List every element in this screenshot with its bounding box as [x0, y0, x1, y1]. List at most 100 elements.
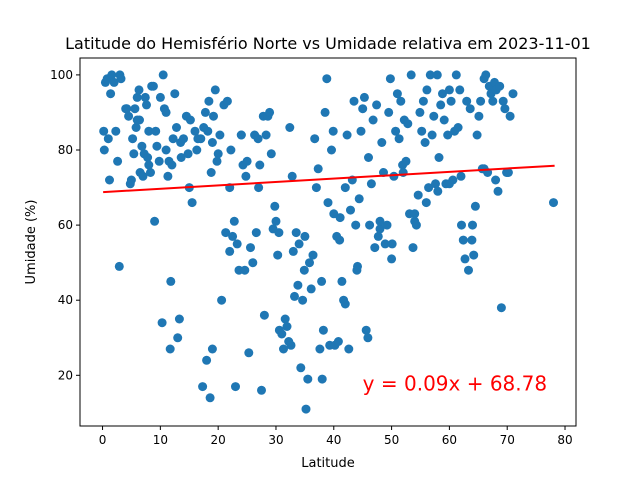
data-point	[279, 344, 288, 354]
x-tick-label: 0	[99, 433, 107, 447]
x-axis-label: Latitude	[301, 456, 355, 471]
data-point	[124, 111, 134, 121]
data-point	[231, 382, 240, 392]
data-point	[549, 198, 558, 208]
data-point	[444, 85, 454, 95]
data-point	[335, 235, 345, 245]
data-point	[352, 265, 362, 275]
data-point	[313, 164, 323, 174]
data-point	[228, 231, 238, 241]
regression-equation-label: y = 0.09x + 68.78	[363, 371, 547, 395]
data-point	[444, 179, 454, 189]
data-point	[349, 96, 359, 106]
data-point	[495, 81, 505, 91]
data-point	[144, 160, 154, 170]
data-point	[396, 96, 406, 106]
data-point	[209, 111, 218, 121]
data-point	[165, 344, 175, 354]
data-point	[337, 276, 347, 286]
data-point	[368, 115, 378, 125]
x-axis-ticks: 0 10 20 30 40 50 60 70 80	[99, 426, 573, 447]
data-point	[217, 295, 227, 305]
data-point	[363, 333, 373, 343]
data-point	[468, 220, 477, 230]
y-tick-label: 40	[58, 293, 73, 307]
data-point	[342, 130, 352, 140]
data-point	[144, 126, 154, 136]
data-point	[236, 130, 246, 140]
data-point	[306, 284, 316, 294]
data-point	[467, 235, 477, 245]
data-point	[168, 134, 178, 144]
data-point	[344, 344, 354, 354]
data-point	[366, 179, 376, 189]
data-point	[431, 179, 440, 189]
data-point	[394, 134, 404, 144]
data-point	[176, 153, 186, 162]
data-point	[140, 92, 150, 102]
data-point	[113, 156, 123, 166]
data-point	[422, 85, 432, 95]
data-point	[406, 70, 416, 80]
data-point	[226, 145, 236, 155]
data-point	[287, 171, 297, 181]
data-point	[259, 310, 269, 320]
data-point	[286, 340, 296, 350]
y-tick-label: 60	[58, 218, 73, 232]
data-point	[183, 149, 193, 159]
x-tick-label: 40	[326, 433, 341, 447]
data-point	[251, 228, 261, 238]
data-point	[257, 385, 266, 395]
data-point	[498, 96, 508, 106]
data-point	[503, 168, 513, 177]
data-point	[111, 126, 121, 136]
data-point	[253, 134, 263, 144]
x-tick-label: 20	[211, 433, 226, 447]
data-point	[185, 115, 195, 125]
points-layer	[99, 70, 558, 414]
data-point	[158, 70, 168, 80]
data-point	[288, 246, 298, 256]
data-point	[296, 363, 306, 373]
data-point	[391, 126, 401, 136]
data-point	[206, 168, 216, 177]
data-point	[432, 70, 442, 80]
data-point	[500, 104, 510, 114]
data-point	[346, 205, 355, 215]
data-point	[382, 220, 392, 230]
data-point	[204, 96, 214, 106]
data-point	[152, 141, 162, 151]
data-point	[470, 201, 480, 211]
data-point	[99, 126, 109, 136]
y-axis-label: Umidade (%)	[24, 200, 39, 285]
data-point	[364, 153, 373, 162]
data-point	[205, 393, 215, 403]
data-point	[328, 126, 338, 136]
data-point	[351, 220, 361, 230]
data-point	[150, 216, 160, 226]
plot-frame	[79, 57, 577, 427]
data-point	[203, 126, 213, 136]
data-point	[106, 89, 116, 99]
data-point	[128, 134, 138, 144]
data-point	[273, 250, 283, 260]
data-point	[202, 355, 212, 365]
data-point	[212, 156, 222, 166]
data-point	[155, 92, 165, 102]
data-point	[508, 89, 518, 99]
data-point	[277, 329, 287, 339]
data-point	[456, 171, 466, 181]
data-point	[425, 70, 435, 80]
data-point	[417, 126, 427, 136]
data-point	[317, 374, 327, 384]
data-point	[329, 209, 339, 219]
data-point	[372, 100, 382, 110]
data-point	[301, 404, 311, 414]
data-point	[359, 92, 369, 102]
data-point	[410, 209, 420, 219]
data-point	[221, 228, 231, 238]
data-point	[198, 382, 208, 392]
regression-layer	[103, 164, 555, 194]
x-tick-label: 60	[442, 433, 457, 447]
